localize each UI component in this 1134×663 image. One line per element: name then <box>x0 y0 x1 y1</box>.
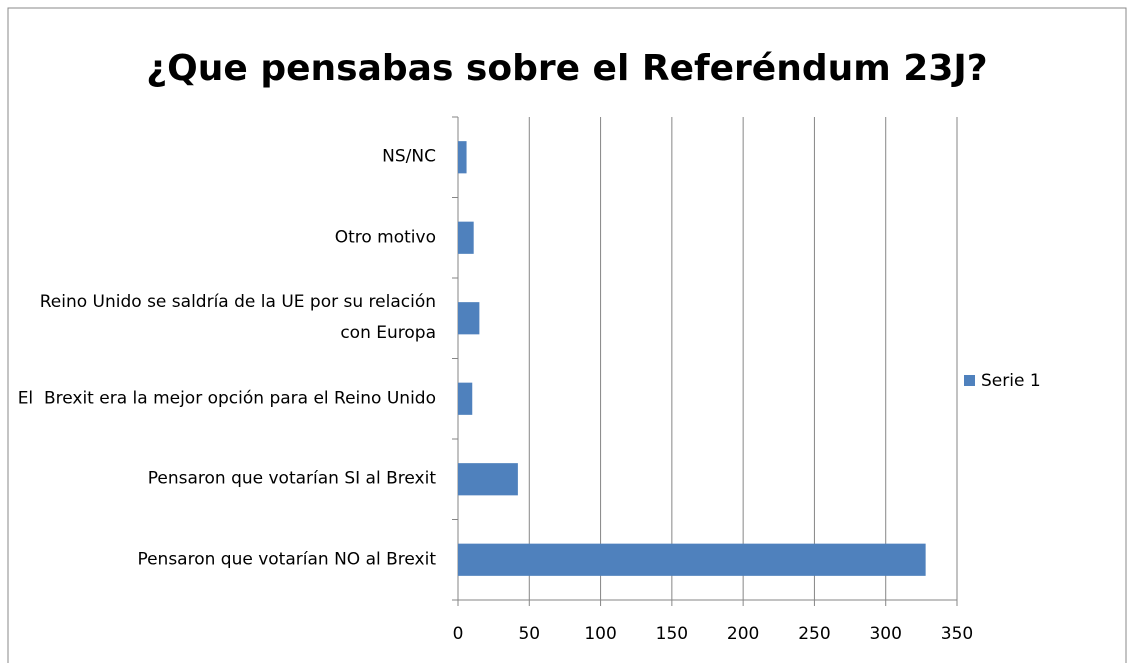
y-tick-label: Pensaron que votarían SI al Brexit <box>147 468 436 489</box>
x-tick-label: 350 <box>941 624 973 644</box>
bar <box>458 141 467 174</box>
bar <box>458 382 473 415</box>
y-tick-label: Pensaron que votarían NO al Brexit <box>137 549 436 570</box>
bar <box>458 221 474 254</box>
y-tick-label: NS/NC <box>382 146 436 167</box>
y-tick-label: Otro motivo <box>334 227 436 248</box>
legend-label: Serie 1 <box>981 371 1041 391</box>
chart-title: ¿Que pensabas sobre el Referéndum 23J? <box>146 48 987 89</box>
bar <box>458 543 926 576</box>
x-tick-label: 200 <box>727 624 759 644</box>
y-tick-label: Reino Unido se saldría de la UE por su r… <box>39 292 436 344</box>
y-tick-label: El Brexit era la mejor opción para el Re… <box>17 388 436 409</box>
x-tick-label: 250 <box>798 624 830 644</box>
bar <box>458 463 518 496</box>
x-tick-label: 50 <box>518 624 540 644</box>
legend-swatch <box>964 375 975 386</box>
bar <box>458 302 480 335</box>
x-tick-label: 100 <box>584 624 616 644</box>
x-tick-label: 0 <box>453 624 464 644</box>
x-tick-label: 300 <box>869 624 901 644</box>
x-tick-label: 150 <box>656 624 688 644</box>
